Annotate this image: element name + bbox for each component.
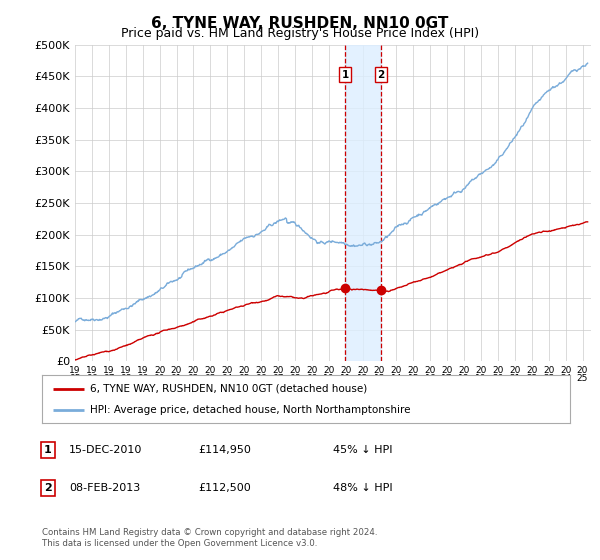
Text: 2: 2 — [44, 483, 52, 493]
Text: Contains HM Land Registry data © Crown copyright and database right 2024.
This d: Contains HM Land Registry data © Crown c… — [42, 528, 377, 548]
Text: £114,950: £114,950 — [198, 445, 251, 455]
Text: 6, TYNE WAY, RUSHDEN, NN10 0GT: 6, TYNE WAY, RUSHDEN, NN10 0GT — [151, 16, 449, 31]
Text: HPI: Average price, detached house, North Northamptonshire: HPI: Average price, detached house, Nort… — [89, 405, 410, 416]
Text: 08-FEB-2013: 08-FEB-2013 — [69, 483, 140, 493]
Text: 15-DEC-2010: 15-DEC-2010 — [69, 445, 142, 455]
Text: Price paid vs. HM Land Registry's House Price Index (HPI): Price paid vs. HM Land Registry's House … — [121, 27, 479, 40]
Text: 45% ↓ HPI: 45% ↓ HPI — [333, 445, 392, 455]
Text: 6, TYNE WAY, RUSHDEN, NN10 0GT (detached house): 6, TYNE WAY, RUSHDEN, NN10 0GT (detached… — [89, 384, 367, 394]
Text: 1: 1 — [44, 445, 52, 455]
Text: 48% ↓ HPI: 48% ↓ HPI — [333, 483, 392, 493]
Text: 2: 2 — [377, 70, 385, 80]
Text: 1: 1 — [341, 70, 349, 80]
Text: £112,500: £112,500 — [198, 483, 251, 493]
Bar — [345, 45, 381, 361]
